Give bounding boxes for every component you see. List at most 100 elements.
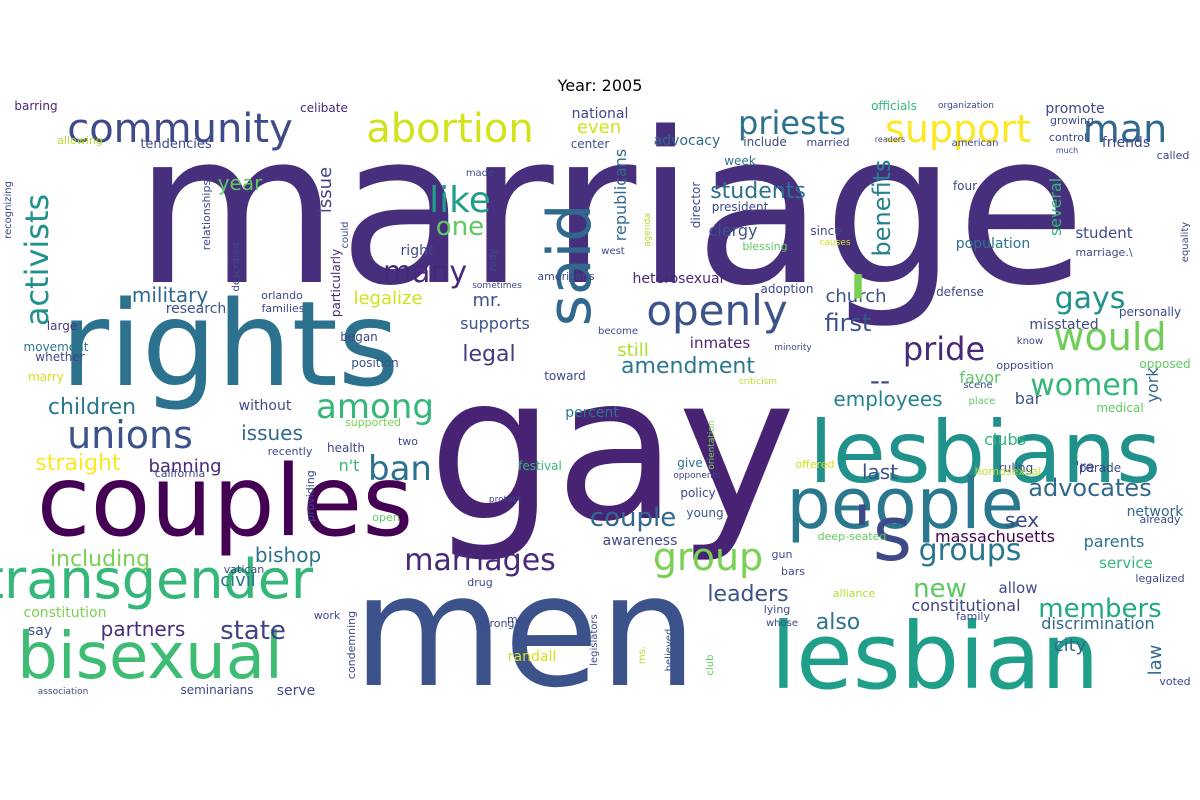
cloud-word: couples <box>37 445 414 559</box>
cloud-word: network <box>1127 504 1185 520</box>
cloud-word: people <box>786 463 1023 545</box>
cloud-word: couple <box>590 503 676 533</box>
cloud-word: california <box>155 467 206 480</box>
cloud-word: position <box>351 356 399 370</box>
cloud-word: marriage <box>134 87 1086 332</box>
cloud-word: straight <box>35 451 121 476</box>
cloud-word: providing <box>304 470 317 522</box>
cloud-word: children <box>48 395 136 420</box>
cloud-word: sometimes <box>472 281 522 291</box>
cloud-word: law <box>1145 645 1166 676</box>
cloud-word: groups <box>919 533 1022 568</box>
cloud-word: allow <box>999 579 1038 597</box>
cloud-word: percent <box>565 405 619 421</box>
cloud-word: ' <box>846 257 871 362</box>
cloud-word: adoption <box>761 282 814 296</box>
cloud-word: open <box>372 511 399 524</box>
cloud-word: scene <box>963 380 992 391</box>
cloud-word: legalized <box>1135 572 1184 585</box>
cloud-word: allowing <box>57 134 103 147</box>
cloud-word: legalize <box>353 288 422 309</box>
cloud-word: mr. <box>472 290 501 311</box>
cloud-word: voted <box>1159 675 1190 688</box>
cloud-word: -- <box>870 364 890 397</box>
cloud-word: national <box>572 106 629 122</box>
cloud-word: rudy <box>488 249 499 272</box>
cloud-word: deep-seated <box>818 530 887 543</box>
cloud-word: equality <box>1180 222 1191 262</box>
cloud-word: gays <box>1055 281 1126 316</box>
cloud-word: benefits <box>868 159 896 256</box>
cloud-word: serve <box>277 683 316 699</box>
cloud-word: massachusetts <box>935 527 1055 546</box>
cloud-word: center <box>571 137 610 151</box>
cloud-word: issue <box>315 167 336 213</box>
cloud-word: began <box>340 330 378 344</box>
cloud-word: leaders <box>707 582 788 607</box>
cloud-word: protect <box>489 495 522 505</box>
cloud-word: personally <box>1119 305 1181 319</box>
cloud-word: orlando <box>261 289 303 302</box>
cloud-word: supported <box>345 416 401 429</box>
cloud-word: pride <box>903 330 985 368</box>
cloud-word: families <box>262 302 305 315</box>
cloud-word: lesbian <box>771 603 1100 710</box>
cloud-word: year <box>218 171 263 195</box>
cloud-word: church <box>825 286 886 307</box>
cloud-word: would <box>1053 315 1166 359</box>
cloud-word: described <box>231 243 242 292</box>
cloud-word: legal <box>462 342 515 367</box>
cloud-word: recently <box>268 445 313 458</box>
cloud-word: much <box>1056 146 1078 155</box>
cloud-word: last <box>862 460 898 484</box>
cloud-word: family <box>956 610 990 623</box>
cloud-word: york <box>1143 367 1162 403</box>
cloud-word: parents <box>1084 532 1145 551</box>
cloud-word: causes <box>819 238 850 248</box>
cloud-word: married <box>806 136 849 149</box>
cloud-word: bisexual <box>17 620 282 694</box>
cloud-word: whose <box>766 618 798 629</box>
cloud-word: bars <box>781 565 805 578</box>
cloud-word: amendment <box>621 354 755 379</box>
cloud-word: tendencies <box>140 137 212 152</box>
cloud-word: constitutional <box>911 596 1020 615</box>
cloud-word: constitution <box>24 605 107 621</box>
cloud-word: said <box>535 204 605 327</box>
cloud-word: still <box>617 340 648 361</box>
cloud-word: four <box>953 179 977 193</box>
cloud-word: defense <box>936 285 984 299</box>
cloud-word: research <box>166 301 227 317</box>
cloud-word: alliance <box>833 587 876 600</box>
cloud-word: promote <box>1045 101 1104 117</box>
cloud-word: rights <box>61 275 400 413</box>
cloud-word: students <box>710 179 806 204</box>
cloud-word: association <box>38 687 89 697</box>
cloud-word: man <box>1083 107 1167 151</box>
cloud-word: marriage.\ <box>1075 246 1132 259</box>
cloud-word: readers <box>875 135 905 144</box>
cloud-word: agenda <box>643 213 653 247</box>
cloud-word: know <box>1017 336 1043 347</box>
cloud-word: awareness <box>603 533 678 549</box>
cloud-word: drug <box>467 576 492 589</box>
cloud-word: particularly <box>329 249 343 317</box>
cloud-word: activists <box>18 194 56 326</box>
cloud-word: transgender <box>0 548 314 611</box>
cloud-word: young <box>686 506 723 520</box>
cloud-word: work <box>314 609 341 622</box>
cloud-word: opposition <box>996 359 1053 372</box>
cloud-word: priests <box>738 104 846 142</box>
cloud-word: marriages <box>404 543 556 578</box>
cloud-word: become <box>598 326 638 337</box>
cloud-word: gun <box>772 548 793 561</box>
cloud-word: made <box>466 168 494 179</box>
cloud-word: like <box>429 180 491 221</box>
cloud-word: minority <box>774 343 812 353</box>
cloud-word: celibate <box>300 101 348 115</box>
cloud-word: barring <box>14 99 57 113</box>
cloud-word: employees <box>833 387 942 411</box>
cloud-word: first <box>825 309 872 337</box>
cloud-word: strong <box>479 617 514 630</box>
